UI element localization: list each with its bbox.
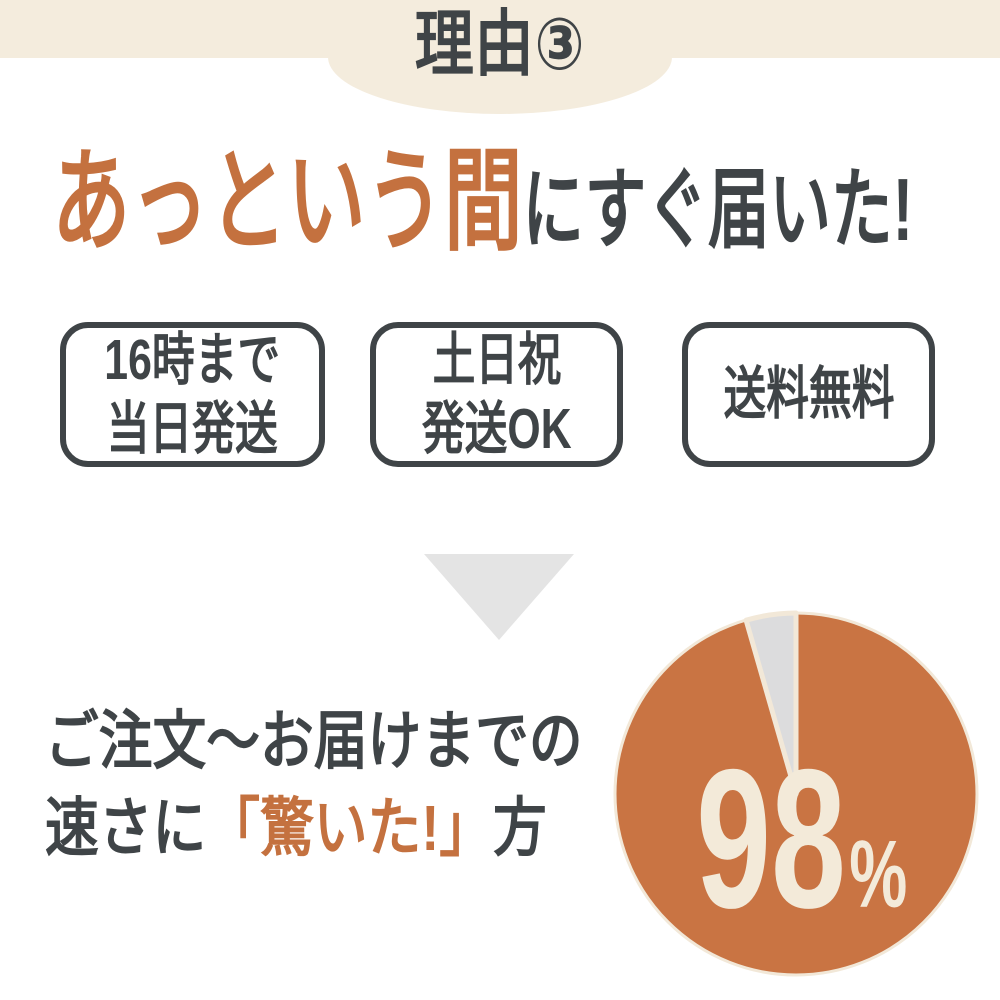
caption-line2-pre: 速さに: [45, 792, 207, 865]
down-arrow-icon: [424, 554, 574, 640]
badge-weekend-holiday-line2: 発送OK: [421, 396, 572, 461]
caption-line2-post: 方: [492, 792, 547, 865]
caption-line2: 速さに「驚いた!」方: [45, 785, 583, 872]
banner-curve: [328, 0, 672, 114]
banner-title: 理由③: [414, 5, 586, 85]
headline-rest: にすぐ届いた!: [522, 160, 914, 259]
pie-chart-svg: [613, 610, 979, 977]
pie-chart: 98 %: [611, 609, 981, 979]
badge-weekend-holiday-shipping: 土日祝 発送OK: [370, 322, 623, 467]
pie-slice-2: [743, 610, 799, 797]
caption-line2-highlight: 「驚いた!」: [206, 792, 493, 865]
badge-free-shipping-line1: 送料無料: [723, 362, 894, 427]
badge-same-day-shipping-line2: 当日発送: [107, 396, 278, 461]
badge-free-shipping: 送料無料: [682, 322, 935, 467]
badge-weekend-holiday-line1: 土日祝: [432, 328, 561, 393]
badge-same-day-shipping-line1: 16時まで: [104, 328, 281, 393]
headline: あっという間 にすぐ届いた!: [52, 146, 1000, 258]
headline-highlight: あっという間: [52, 139, 523, 264]
badge-same-day-shipping: 16時まで 当日発送: [60, 322, 325, 467]
caption: ご注文〜お届けまでの 速さに「驚いた!」方: [45, 698, 685, 872]
caption-line1: ご注文〜お届けまでの: [45, 705, 583, 777]
